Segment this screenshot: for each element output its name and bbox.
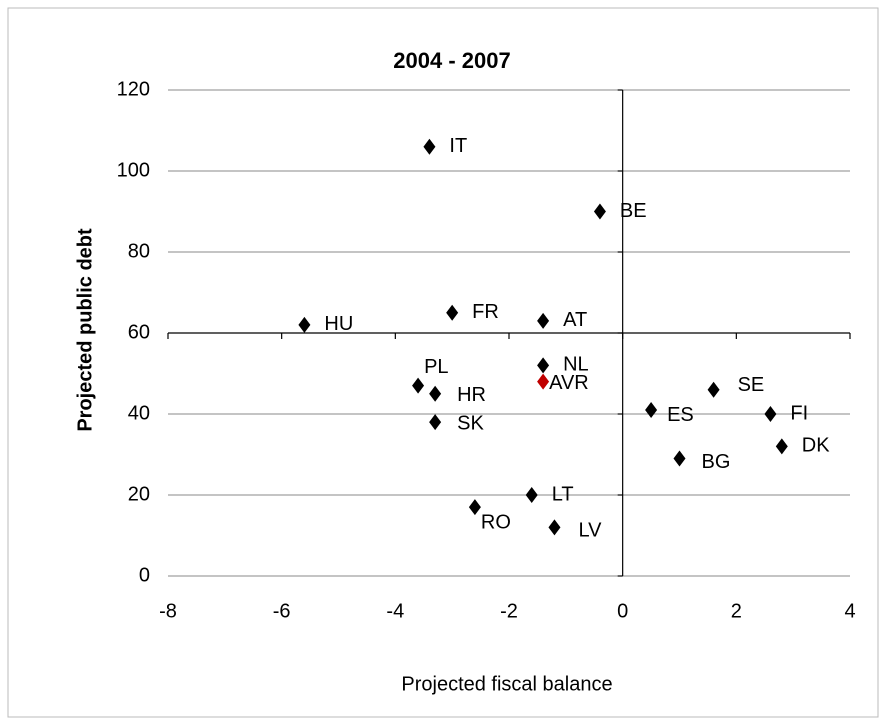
data-point	[593, 203, 606, 220]
x-tick-label: -4	[386, 600, 404, 622]
data-point	[775, 438, 788, 455]
point-label: FI	[790, 402, 808, 424]
x-tick-label: 0	[617, 600, 628, 622]
point-label: PL	[424, 356, 448, 378]
y-tick-label: 100	[117, 159, 150, 181]
data-point	[537, 357, 550, 374]
point-label: ES	[667, 404, 694, 426]
point-label: IT	[449, 135, 467, 157]
point-label: AT	[563, 309, 587, 331]
data-point	[673, 450, 686, 467]
point-label: RO	[481, 511, 511, 533]
x-tick-label: -6	[273, 600, 291, 622]
data-point	[645, 401, 658, 418]
point-label: HU	[324, 313, 353, 335]
point-label: NL	[563, 354, 589, 376]
data-point	[298, 316, 311, 333]
data-point	[707, 381, 720, 398]
point-label: FR	[472, 301, 499, 323]
y-tick-label: 80	[128, 240, 150, 262]
data-point	[468, 499, 481, 516]
x-tick-label: -8	[159, 600, 177, 622]
data-point	[412, 377, 425, 394]
point-label: HR	[457, 384, 486, 406]
data-point	[537, 312, 550, 329]
point-label: DK	[802, 435, 830, 457]
y-tick-label: 20	[128, 483, 150, 505]
x-tick-label: -2	[500, 600, 518, 622]
data-point	[423, 138, 436, 155]
data-point	[525, 487, 538, 503]
chart-frame	[7, 7, 879, 718]
y-axis-label: Projected public debt	[74, 228, 96, 432]
data-point	[446, 304, 459, 321]
x-axis-label: Projected fiscal balance	[401, 673, 612, 695]
point-label: AVR	[549, 372, 589, 394]
y-tick-label: 60	[128, 321, 150, 343]
data-point	[548, 519, 561, 536]
y-tick-label: 40	[128, 402, 150, 424]
y-tick-label: 0	[139, 564, 150, 586]
data-point	[764, 406, 777, 422]
data-point	[537, 373, 550, 390]
point-label: BG	[702, 451, 731, 473]
point-label: LT	[552, 483, 574, 505]
x-tick-label: 2	[731, 600, 742, 622]
point-label: SK	[457, 412, 484, 434]
point-label: SE	[738, 374, 765, 396]
point-label: LV	[578, 520, 602, 542]
x-tick-label: 4	[844, 600, 855, 622]
data-point	[429, 385, 442, 402]
chart-title: 2004 - 2007	[393, 48, 510, 73]
point-label: BE	[620, 200, 647, 222]
data-point	[429, 414, 442, 431]
y-tick-label: 120	[117, 78, 150, 100]
